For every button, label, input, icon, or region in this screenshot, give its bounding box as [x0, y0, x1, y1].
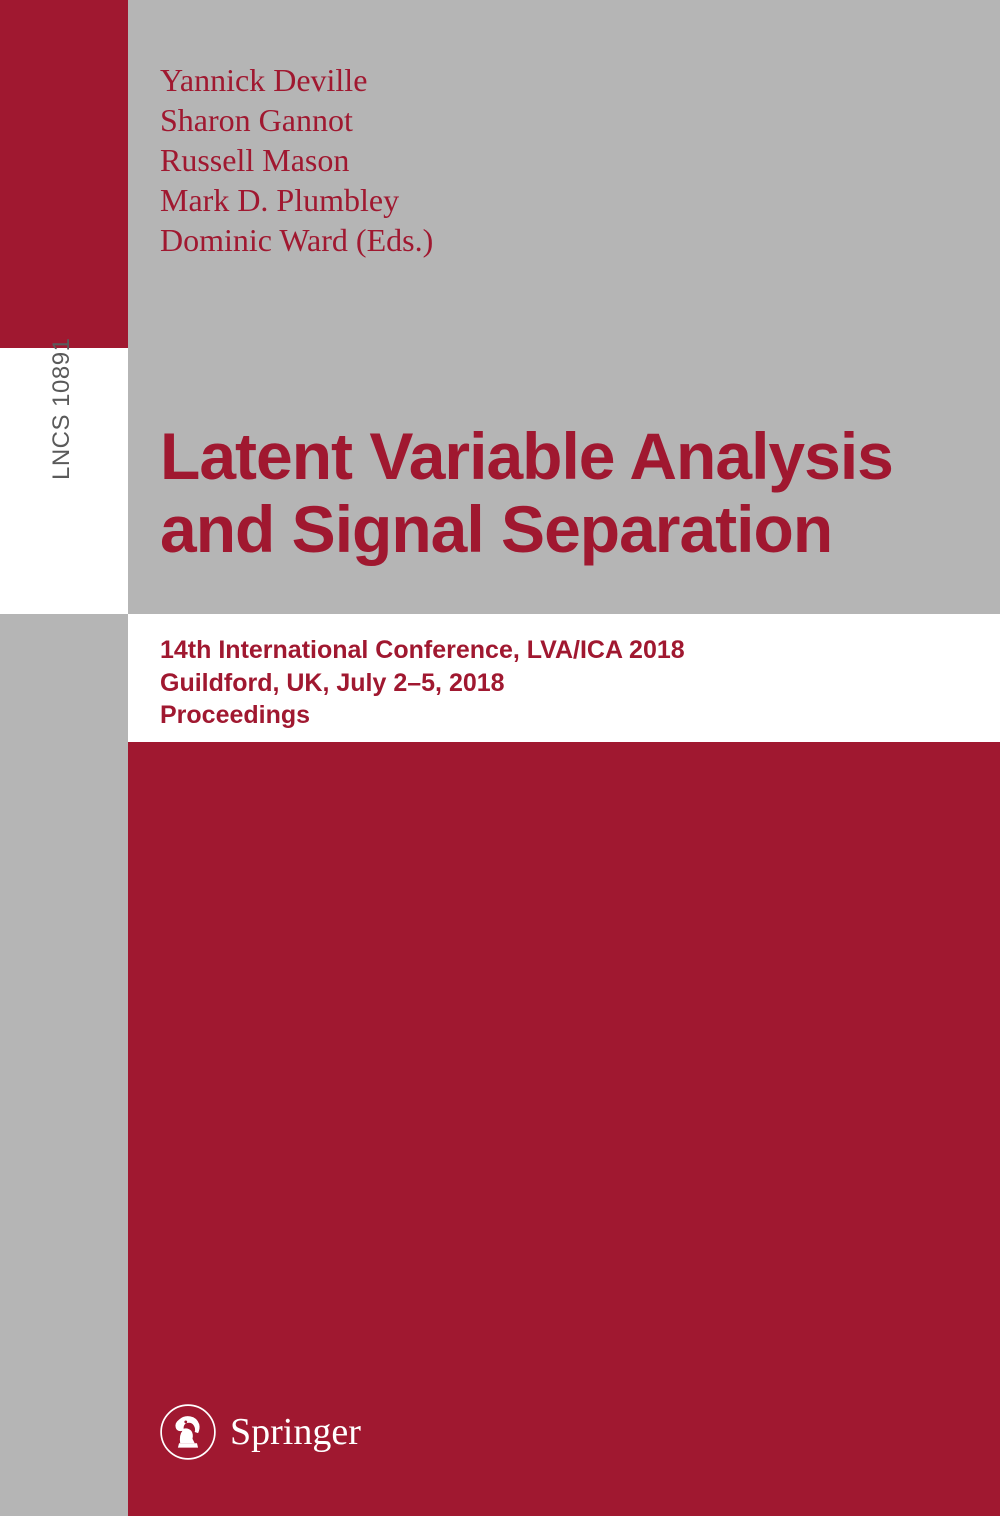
publisher-block: Springer [160, 1404, 361, 1460]
series-label: LNCS 10891 [48, 338, 76, 480]
subtitle-line: 14th International Conference, LVA/ICA 2… [160, 634, 685, 667]
chess-knight-icon [160, 1404, 216, 1460]
editor-name: Dominic Ward (Eds.) [160, 220, 433, 260]
editor-name: Sharon Gannot [160, 100, 433, 140]
subtitle-line: Guildford, UK, July 2–5, 2018 [160, 667, 685, 700]
editor-name: Mark D. Plumbley [160, 180, 433, 220]
editor-name: Yannick Deville [160, 60, 433, 100]
subtitle-line: Proceedings [160, 699, 685, 732]
editors-list: Yannick Deville Sharon Gannot Russell Ma… [160, 60, 433, 260]
editor-name: Russell Mason [160, 140, 433, 180]
main-red-block [128, 742, 1000, 1516]
left-gray-block [0, 614, 128, 1516]
left-red-block [0, 0, 128, 348]
book-subtitle: 14th International Conference, LVA/ICA 2… [160, 634, 685, 732]
title-line: Latent Variable Analysis [160, 420, 893, 493]
title-line: and Signal Separation [160, 493, 893, 566]
publisher-name: Springer [230, 1410, 361, 1454]
book-title: Latent Variable Analysis and Signal Sepa… [160, 420, 893, 565]
book-cover: LNCS 10891 Yannick Deville Sharon Gannot… [0, 0, 1000, 1516]
